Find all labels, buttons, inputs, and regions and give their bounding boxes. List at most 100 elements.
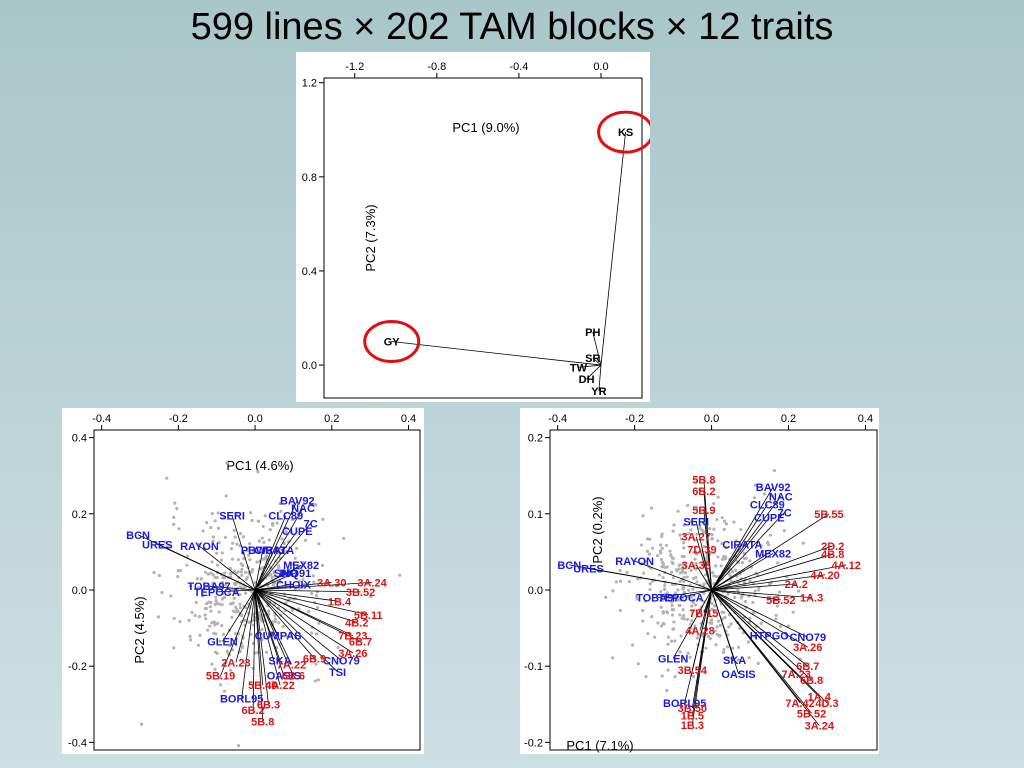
y-tick-label: 0.1 <box>528 509 543 521</box>
vector-label: RAYON <box>615 556 654 568</box>
vector-label: KS <box>618 127 633 139</box>
vector-label: TEPOCA <box>658 593 704 605</box>
x-axis-label: PC1 (9.0%) <box>452 120 519 135</box>
vector-line <box>254 515 287 591</box>
score-point <box>726 592 730 596</box>
vector-label: 3A.24 <box>357 577 387 589</box>
vector-line <box>231 515 256 591</box>
score-point <box>660 546 664 550</box>
score-point <box>209 588 213 592</box>
vector-line <box>711 583 797 591</box>
score-point <box>739 527 743 532</box>
y-tick-label: -0.1 <box>524 661 543 673</box>
score-point <box>702 544 706 549</box>
score-point <box>203 570 207 574</box>
vector-label: 4B.2 <box>345 617 368 629</box>
score-point <box>236 558 241 562</box>
score-point <box>774 613 778 617</box>
vector-line <box>254 549 275 591</box>
score-point <box>670 556 674 560</box>
score-point <box>708 637 712 641</box>
score-point <box>678 579 682 584</box>
score-point <box>685 617 690 622</box>
score-point <box>662 622 666 626</box>
vector-label: 4A.28 <box>685 625 714 637</box>
score-point <box>210 511 214 516</box>
vector-line <box>254 589 292 665</box>
y-tick-label: 0.0 <box>302 360 317 372</box>
vector-line <box>254 589 264 722</box>
vector-label: SERI <box>683 516 709 528</box>
score-point <box>689 520 693 524</box>
vector-line <box>701 549 712 591</box>
score-point <box>231 541 235 545</box>
score-point <box>301 560 305 565</box>
score-point <box>231 648 235 652</box>
vector-line <box>711 496 782 591</box>
vector-line <box>254 589 338 673</box>
vector-lines <box>391 132 626 391</box>
vector-label: 1B.5 <box>681 711 704 723</box>
score-point <box>777 590 782 594</box>
score-point <box>611 589 615 593</box>
score-point <box>692 564 696 568</box>
score-point <box>298 579 302 583</box>
vector-label: 7B.23 <box>338 631 367 643</box>
score-point <box>313 658 317 662</box>
score-point <box>156 615 161 619</box>
score-point <box>258 617 262 621</box>
score-point <box>759 543 763 548</box>
score-point <box>729 622 733 626</box>
score-point <box>618 579 623 583</box>
score-point <box>211 573 215 577</box>
score-point <box>687 588 691 592</box>
vector-label: DH <box>579 374 595 386</box>
score-point <box>791 610 795 614</box>
score-point <box>220 624 224 628</box>
score-point <box>774 617 778 621</box>
score-point <box>703 573 708 577</box>
vector-label: 5B.11 <box>354 610 383 622</box>
score-point <box>270 575 274 580</box>
vector-line <box>711 589 809 667</box>
score-point <box>232 582 236 586</box>
score-point <box>260 536 264 540</box>
score-point <box>197 542 201 547</box>
score-point <box>679 634 683 638</box>
score-point <box>233 535 237 539</box>
score-point <box>692 627 696 631</box>
vector-line <box>254 589 285 676</box>
score-point <box>709 481 713 485</box>
vector-label: NAC <box>291 503 315 515</box>
vector-label: SKA <box>723 655 746 667</box>
score-point <box>673 674 677 679</box>
score-point <box>223 535 227 540</box>
score-point <box>272 571 276 575</box>
score-point <box>692 674 696 679</box>
y-tick-label: -0.2 <box>524 737 543 749</box>
vector-label: 4A.20 <box>810 570 839 582</box>
score-point <box>230 602 234 606</box>
score-point <box>314 503 318 507</box>
score-point <box>714 575 719 579</box>
vector-line <box>254 589 315 659</box>
score-point <box>172 522 176 526</box>
score-point <box>230 557 235 561</box>
score-point <box>671 576 676 580</box>
score-point <box>310 591 314 596</box>
score-point <box>676 598 680 602</box>
score-point <box>271 521 275 526</box>
score-point <box>727 625 731 629</box>
score-point <box>230 615 234 619</box>
score-point <box>187 618 191 622</box>
score-point <box>722 647 726 652</box>
score-point <box>240 645 244 650</box>
score-point <box>264 650 269 654</box>
score-point <box>689 631 693 635</box>
score-point <box>702 582 706 586</box>
vector-line <box>254 589 342 661</box>
vector-label: GLEN <box>207 636 238 648</box>
score-point <box>665 565 669 569</box>
score-point <box>264 557 268 561</box>
score-point <box>267 538 271 542</box>
